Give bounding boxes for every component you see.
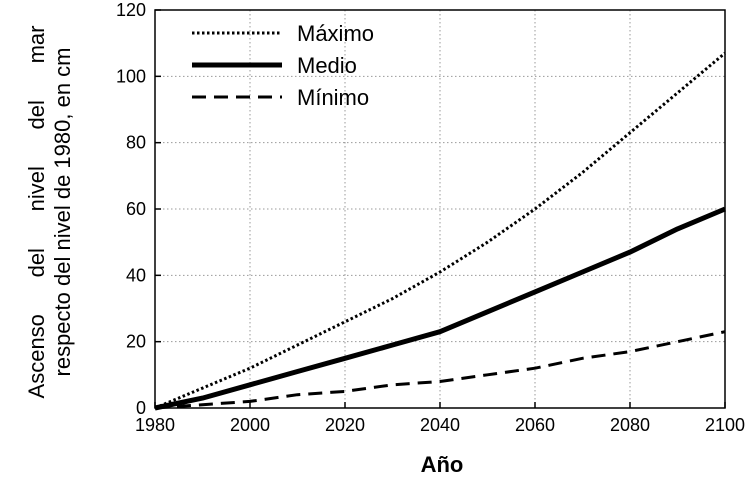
y-tick-label: 0	[136, 398, 146, 418]
x-tick-label: 2060	[515, 415, 555, 435]
y-tick-label: 120	[116, 0, 146, 20]
y-axis-label-line-2: respecto del nivel de 1980, en cm	[50, 48, 75, 377]
y-tick-label: 20	[126, 332, 146, 352]
y-axis-label-line-1: Ascenso del nivel del mar	[24, 26, 49, 399]
axis-ticks: 1980 2000 2020 2040 2060 2080 2100020406080100…	[116, 0, 745, 435]
series-line-dashed	[154, 330, 726, 410]
y-tick-label: 80	[126, 133, 146, 153]
y-axis-label: Ascenso del nivel del mar respecto del n…	[24, 26, 75, 399]
y-tick-label: 40	[126, 265, 146, 285]
series-line-dotted	[154, 51, 726, 410]
legend-label: Medio	[297, 53, 357, 78]
legend-label: Máximo	[297, 21, 374, 46]
x-tick-label: 2100	[705, 415, 745, 435]
x-tick-label: 2000	[230, 415, 270, 435]
series-line-solid	[154, 206, 726, 411]
legend-label: Mínimo	[297, 85, 369, 110]
x-tick-label: 2080	[610, 415, 650, 435]
x-axis-label: Año	[421, 452, 464, 477]
y-tick-label: 100	[116, 66, 146, 86]
grid	[155, 10, 725, 408]
x-tick-label: 2040	[420, 415, 460, 435]
x-tick-label: 2020	[325, 415, 365, 435]
legend: Máximo Medio Mínimo	[192, 21, 374, 110]
series-lines	[154, 51, 726, 411]
y-tick-label: 60	[126, 199, 146, 219]
x-tick-label: 1980	[135, 415, 175, 435]
